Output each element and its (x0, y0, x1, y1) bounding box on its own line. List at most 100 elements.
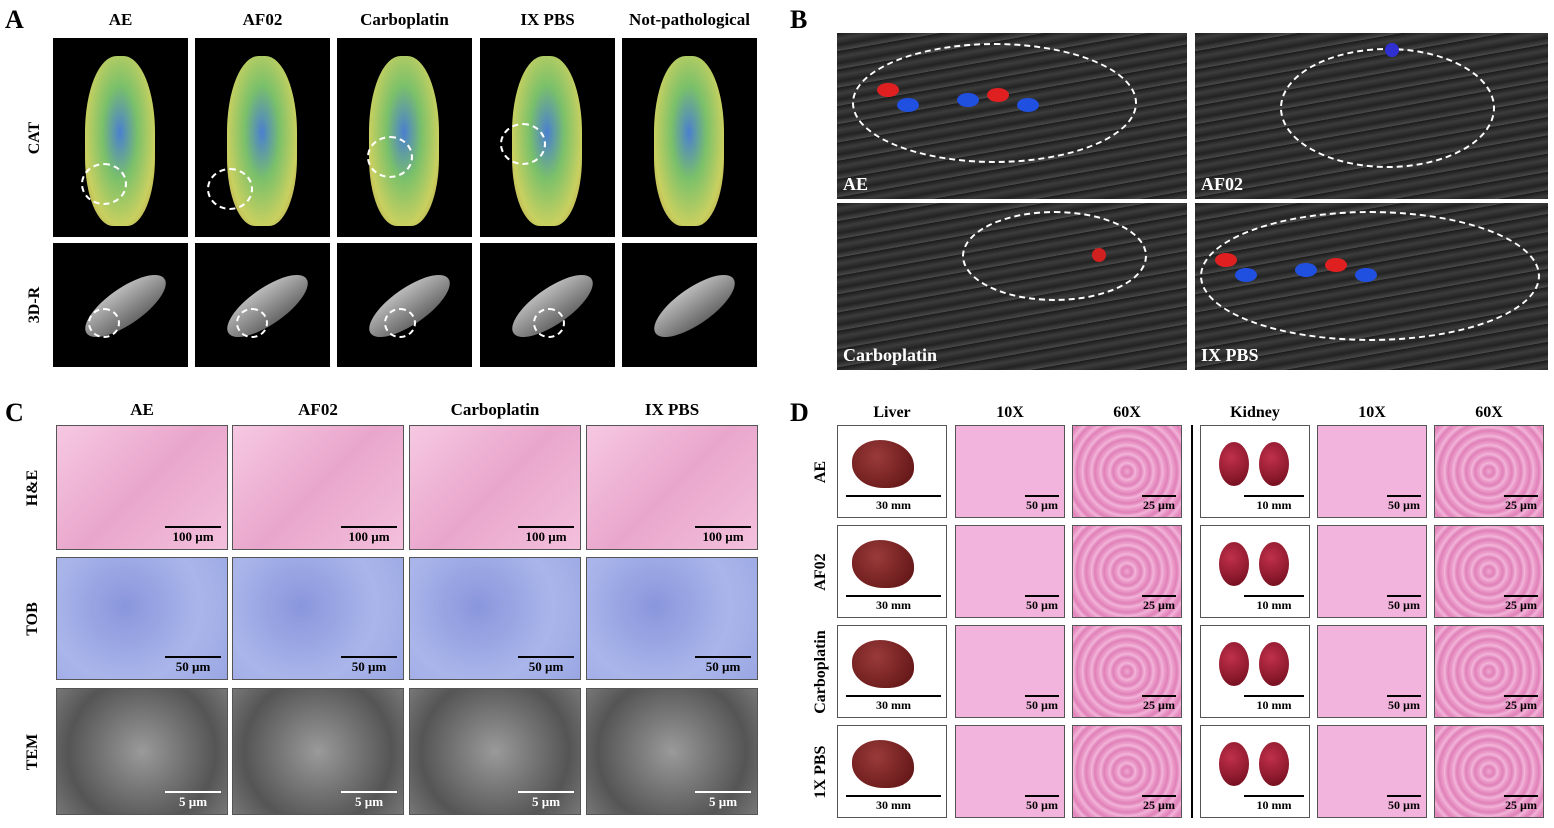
scale-bar: 25 µm (1142, 695, 1176, 713)
column-header: AF02 (298, 400, 338, 419)
micrograph: 100 µm (586, 425, 758, 550)
doppler-signal (1325, 258, 1347, 272)
column-header: IX PBS (644, 400, 700, 419)
column-header: Liver (873, 404, 911, 421)
micrograph: 5 µm (232, 688, 404, 815)
tumor-circle (500, 123, 546, 165)
doppler-signal (1092, 248, 1106, 262)
micrograph: 50 µm (409, 557, 581, 680)
image-label: AF02 (1201, 174, 1243, 194)
row-label: H&E (24, 469, 41, 506)
micrograph: 100 µm (56, 425, 228, 550)
doppler-signal (1215, 253, 1237, 267)
ct-image (195, 38, 330, 237)
scale-bar: 50 µm (165, 656, 221, 675)
ct-image (480, 38, 615, 237)
scale-bar: 30 mm (846, 695, 941, 713)
3d-render (195, 243, 330, 367)
kidney (1219, 442, 1249, 486)
scale-bar: 100 µm (518, 526, 574, 545)
mouse-body (645, 264, 744, 348)
column-header: IX PBS (520, 10, 575, 29)
tissue-image: 25 µm (1072, 425, 1182, 518)
column-header: 10X (996, 404, 1024, 421)
doppler-signal (1295, 263, 1317, 277)
scale-bar: 30 mm (846, 795, 941, 813)
scale-bar: 50 µm (341, 656, 397, 675)
scale-bar: 5 µm (165, 791, 221, 810)
micrograph: 5 µm (409, 688, 581, 815)
scale-bar: 50 µm (1025, 495, 1059, 513)
tissue-image: 30 mm (837, 425, 947, 518)
tissue-image: 25 µm (1072, 725, 1182, 818)
column-header: 10X (1358, 404, 1386, 421)
tissue-image: 10 mm (1200, 625, 1310, 718)
tissue-image: 25 µm (1072, 525, 1182, 618)
tissue-image: 50 µm (955, 425, 1065, 518)
mouse-body (654, 56, 724, 226)
region-ellipse (852, 43, 1137, 163)
image-label: Carboplatin (843, 345, 938, 365)
image-label: IX PBS (1201, 345, 1259, 365)
scale-bar: 5 µm (518, 791, 574, 810)
ct-image (622, 38, 757, 237)
tumor-circle (367, 136, 413, 178)
mouse-body (76, 264, 175, 348)
scale-bar: 50 µm (695, 656, 751, 675)
tumor-circle (207, 168, 253, 210)
scale-bar: 100 µm (695, 526, 751, 545)
scale-bar: 100 µm (341, 526, 397, 545)
region-ellipse (1280, 48, 1495, 168)
liver (852, 640, 914, 688)
tumor-circle (533, 308, 565, 338)
row-label: 1X PBS (812, 745, 829, 798)
tumor-circle (384, 308, 416, 338)
tissue-image: 50 µm (955, 525, 1065, 618)
mouse-body (218, 264, 317, 348)
tumor-circle (236, 308, 268, 338)
scale-bar: 50 µm (518, 656, 574, 675)
scale-bar: 10 mm (1244, 695, 1304, 713)
doppler-signal (987, 88, 1009, 102)
doppler-signal (1385, 43, 1399, 57)
column-header: AE (130, 400, 154, 419)
doppler-signal (877, 83, 899, 97)
ultrasound-image: AE (837, 33, 1187, 199)
3d-render (337, 243, 472, 367)
row-label: CAT (26, 121, 43, 154)
column-header: Carboplatin (450, 400, 540, 419)
region-ellipse (1200, 211, 1540, 341)
scale-bar: 10 mm (1244, 495, 1304, 513)
micrograph: 100 µm (409, 425, 581, 550)
region-ellipse (962, 211, 1147, 301)
tumor-circle (81, 163, 127, 205)
tissue-image: 10 mm (1200, 425, 1310, 518)
tissue-image: 50 µm (1317, 425, 1427, 518)
liver (852, 440, 914, 488)
tissue-image: 50 µm (955, 625, 1065, 718)
tissue-image: 25 µm (1072, 625, 1182, 718)
doppler-signal (957, 93, 979, 107)
column-header: AF02 (242, 10, 283, 29)
scale-bar: 50 µm (1387, 595, 1421, 613)
scale-bar: 50 µm (1387, 695, 1421, 713)
scale-bar: 25 µm (1504, 795, 1538, 813)
tissue-image: 25 µm (1434, 525, 1544, 618)
kidney (1259, 542, 1289, 586)
tissue-image: 30 mm (837, 525, 947, 618)
scale-bar: 30 mm (846, 495, 941, 513)
kidney (1259, 442, 1289, 486)
panel-label: B (790, 5, 808, 34)
tissue-image: 30 mm (837, 625, 947, 718)
3d-render (622, 243, 757, 367)
micrograph: 5 µm (56, 688, 228, 815)
tissue-image: 25 µm (1434, 725, 1544, 818)
micrograph: 100 µm (232, 425, 404, 550)
tissue-image: 30 mm (837, 725, 947, 818)
divider (1191, 425, 1193, 818)
scale-bar: 25 µm (1142, 595, 1176, 613)
kidney (1219, 542, 1249, 586)
panel-label: C (5, 398, 24, 427)
scale-bar: 50 µm (1025, 795, 1059, 813)
scale-bar: 25 µm (1504, 595, 1538, 613)
